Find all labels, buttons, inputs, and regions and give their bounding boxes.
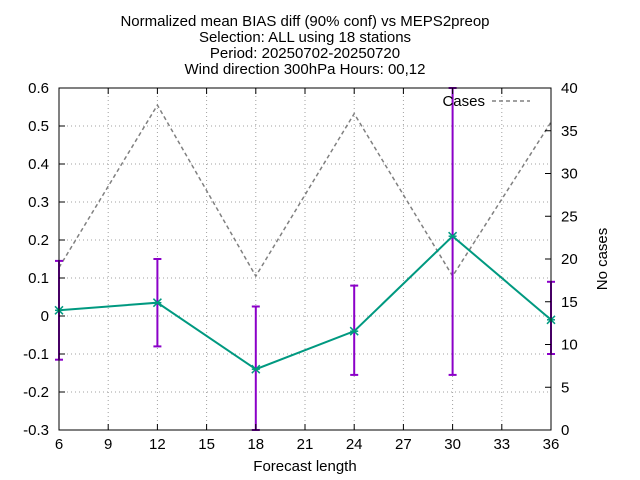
series-line-cases — [58, 103, 552, 278]
data-point — [448, 231, 458, 241]
legend-label-cases: Cases — [442, 93, 485, 110]
y-tick-label: 0.4 — [28, 156, 49, 173]
y-tick-label: -0.3 — [23, 422, 49, 439]
y-tick-label: 0 — [41, 308, 49, 325]
y-tick-label: 0.3 — [28, 194, 49, 211]
x-tick-label: 18 — [247, 436, 264, 453]
y2-axis-label: No cases — [594, 228, 611, 291]
y2-tick-label: 30 — [561, 166, 578, 183]
x-tick-label: 6 — [55, 436, 63, 453]
plot-area — [54, 87, 556, 431]
x-tick-label: 9 — [104, 436, 112, 453]
grid — [59, 88, 551, 430]
y2-tick-label: 40 — [561, 80, 578, 97]
y2-tick-label: 15 — [561, 294, 578, 311]
data-point — [152, 298, 162, 308]
data-point — [251, 364, 261, 374]
y-tick-label: 0.1 — [28, 270, 49, 287]
y2-tick-label: 35 — [561, 123, 578, 140]
title-line: Normalized mean BIAS diff (90% conf) vs … — [120, 13, 489, 30]
plot-frame — [58, 87, 552, 431]
title-line: Period: 20250702-20250720 — [210, 45, 400, 62]
x-tick-label: 36 — [543, 436, 560, 453]
y-tick-label: 0.5 — [28, 118, 49, 135]
x-tick-label: 12 — [149, 436, 166, 453]
y-tick-label: -0.2 — [23, 384, 49, 401]
x-tick-label: 27 — [395, 436, 412, 453]
chart-title: Normalized mean BIAS diff (90% conf) vs … — [120, 13, 489, 78]
error-bar — [448, 87, 457, 376]
x-axis-label: Forecast length — [253, 458, 356, 475]
x-tick-label: 30 — [444, 436, 461, 453]
axes-ticks: 6 9 12 15 18 21 24 27 30 33 36 -0.3 -0.2 -0.1 0 0.1 0.2 0… — [23, 80, 578, 453]
y2-tick-label: 10 — [561, 337, 578, 354]
title-line: Selection: ALL using 18 stations — [199, 29, 411, 46]
data-point — [349, 326, 359, 336]
y-tick-label: 0.2 — [28, 232, 49, 249]
y-tick-label: 0.6 — [28, 80, 49, 97]
y2-tick-label: 20 — [561, 251, 578, 268]
y2-tick-label: 25 — [561, 208, 578, 225]
x-tick-label: 24 — [346, 436, 363, 453]
x-tick-label: 21 — [297, 436, 314, 453]
legend: Cases — [442, 93, 530, 110]
y2-tick-label: 0 — [561, 422, 569, 439]
series-line-bias — [58, 234, 552, 371]
y2-tick-label: 5 — [561, 379, 569, 396]
x-tick-label: 15 — [198, 436, 215, 453]
title-line: Wind direction 300hPa Hours: 00,12 — [185, 61, 426, 78]
y-tick-label: -0.1 — [23, 346, 49, 363]
x-tick-label: 33 — [493, 436, 510, 453]
